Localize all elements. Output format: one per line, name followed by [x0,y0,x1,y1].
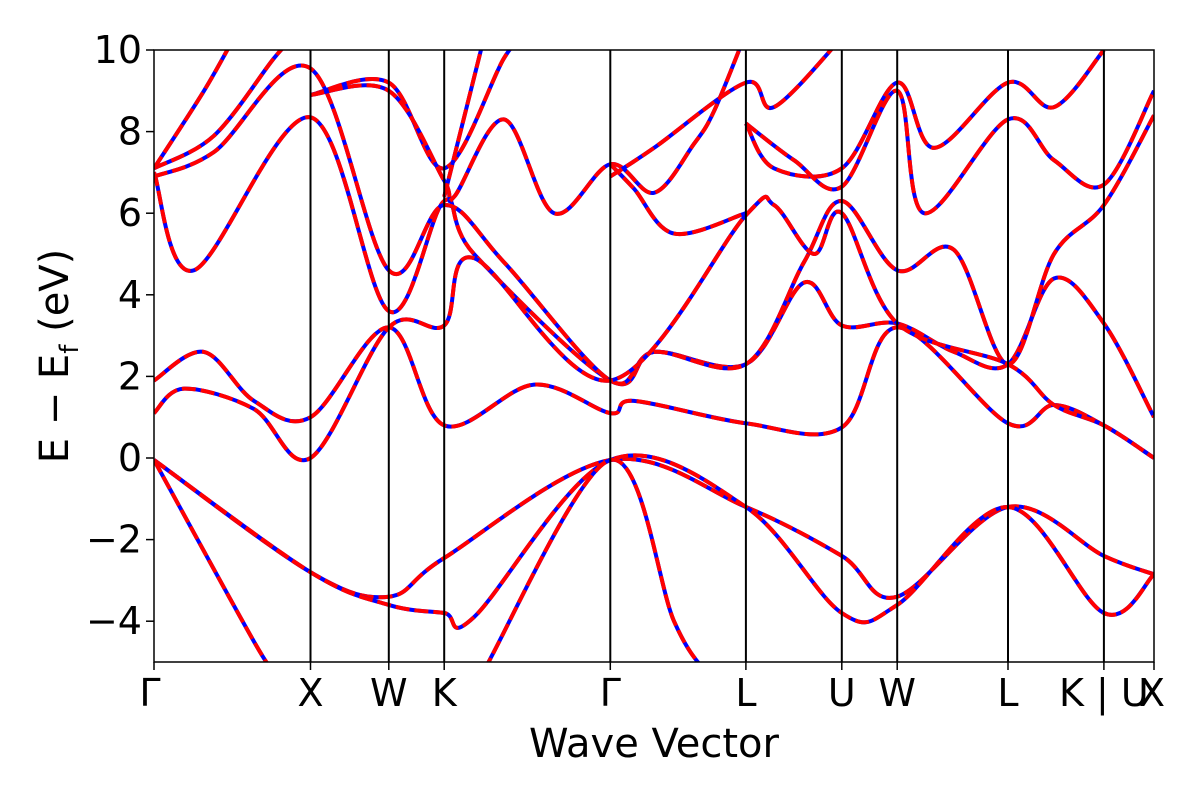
x-tick-label-10: X [1139,671,1165,715]
band-line-red-6 [154,459,269,662]
plot-frame [153,49,1155,663]
y-axis-label-main: E − E [32,354,78,464]
band-line-blue-4 [154,456,1154,600]
band-line-blue-11 [310,50,742,216]
band-line-red-11 [310,50,742,216]
y-tick-label-7: 10 [94,28,142,72]
band-line-red-1 [154,63,1154,386]
y-tick-label-2: 0 [118,436,142,480]
band-line-red-7 [486,457,701,662]
band-line-blue-10 [310,50,512,171]
x-tick-label-3: K [432,671,458,715]
y-axis-label-unit: (eV) [32,249,78,345]
band-line-blue-6 [154,459,269,662]
x-tick-label-8: L [997,671,1018,715]
band-line-red-14 [744,50,1106,179]
x-tick-label-6: U [828,671,856,715]
y-axis: −4 −2 0 2 4 6 8 10 [86,28,154,643]
x-tick-label-4: Γ [600,671,621,715]
x-axis-label: Wave Vector [529,721,780,767]
y-tick-label-0: −4 [86,599,142,643]
band-line-red-0 [154,115,1154,419]
band-line-blue-5 [154,453,1154,630]
y-tick-label-1: −2 [86,518,142,562]
band-lines [154,50,1154,662]
y-tick-label-3: 2 [118,354,142,398]
x-tick-label-5: L [735,671,756,715]
band-line-blue-1 [154,63,1154,386]
band-line-red-15 [744,88,1154,216]
x-tick-label-7: W [878,671,916,715]
band-line-red-16 [442,50,484,198]
high-symmetry-lines [309,50,1105,662]
y-tick-label-5: 6 [118,191,142,235]
y-axis-label: E − Ef (eV) [32,249,85,464]
x-tick-label-0: Γ [139,671,160,715]
band-line-red-13 [609,50,834,179]
x-tick-label-2: W [370,671,408,715]
y-tick-label-4: 4 [118,273,142,317]
y-axis-label-sub: f [55,344,85,354]
x-tick-label-9: K | U [1059,671,1149,716]
y-tick-label-6: 8 [118,110,142,154]
band-line-blue-0 [154,115,1154,419]
band-line-red-12 [608,162,747,237]
x-tick-label-1: X [297,671,323,715]
band-line-red-8 [154,50,284,171]
band-line-red-4 [154,456,1154,600]
band-line-red-10 [310,50,512,171]
